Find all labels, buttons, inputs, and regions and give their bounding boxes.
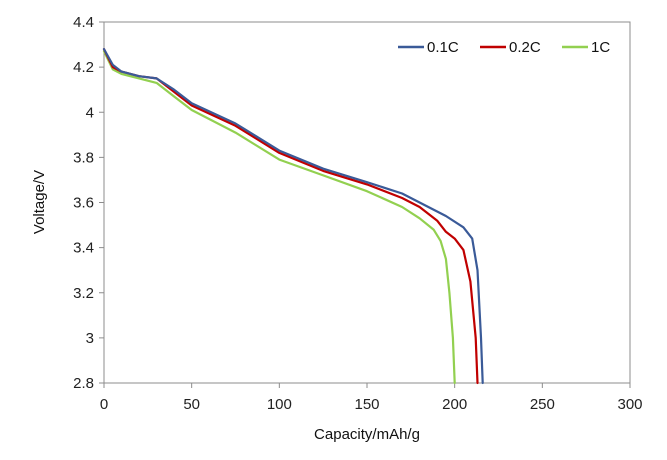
x-tick-label: 0 bbox=[100, 396, 108, 413]
y-tick-label: 3 bbox=[86, 330, 94, 347]
series-line-0-1c bbox=[102, 47, 484, 385]
legend: 0.1C 0.2C 1C bbox=[398, 39, 610, 56]
series-group bbox=[102, 47, 484, 385]
y-axis-title: Voltage/V bbox=[31, 170, 48, 234]
x-tick-label: 300 bbox=[617, 396, 642, 413]
x-tick-label: 100 bbox=[267, 396, 292, 413]
series-line-1c bbox=[102, 50, 456, 385]
x-tick-label: 250 bbox=[530, 396, 555, 413]
y-axis: 2.8 3 3.2 3.4 3.6 3.8 4 4.2 4.4 bbox=[73, 14, 104, 392]
y-tick-label: 3.8 bbox=[73, 149, 94, 166]
x-axis: 0 50 100 150 200 250 300 bbox=[100, 383, 643, 413]
y-tick-label: 2.8 bbox=[73, 375, 94, 392]
legend-label: 1C bbox=[591, 39, 610, 56]
y-tick-label: 4.4 bbox=[73, 14, 94, 31]
y-tick-label: 4 bbox=[86, 104, 94, 121]
plot-area bbox=[103, 21, 631, 384]
x-tick-label: 50 bbox=[183, 396, 200, 413]
x-tick-label: 150 bbox=[354, 396, 379, 413]
y-tick-label: 3.4 bbox=[73, 240, 94, 257]
y-tick-label: 4.2 bbox=[73, 59, 94, 76]
x-axis-title: Capacity/mAh/g bbox=[314, 426, 420, 443]
legend-label: 0.1C bbox=[427, 39, 459, 56]
y-tick-label: 3.2 bbox=[73, 285, 94, 302]
x-tick-label: 200 bbox=[442, 396, 467, 413]
legend-label: 0.2C bbox=[509, 39, 541, 56]
y-tick-label: 3.6 bbox=[73, 195, 94, 212]
